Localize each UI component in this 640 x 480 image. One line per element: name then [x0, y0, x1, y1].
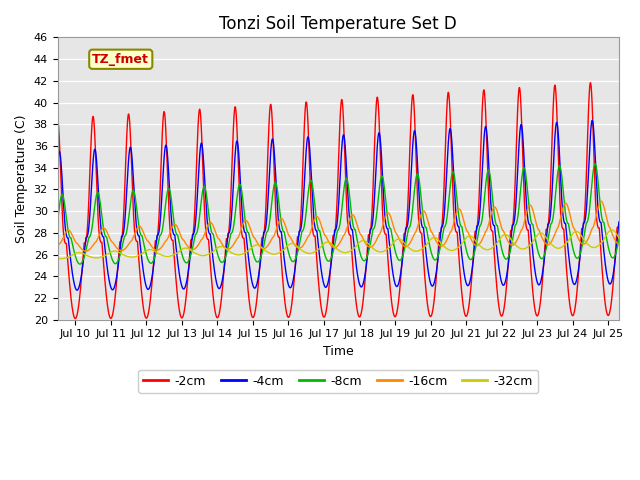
-4cm — [73, 288, 81, 293]
-8cm — [390, 244, 398, 250]
Line: -8cm: -8cm — [58, 164, 619, 264]
-32cm — [57, 256, 65, 262]
-8cm — [268, 197, 276, 203]
-2cm — [472, 228, 480, 233]
-2cm — [72, 316, 79, 322]
-16cm — [615, 241, 623, 247]
-4cm — [515, 139, 523, 145]
-32cm — [156, 252, 163, 257]
-8cm — [615, 236, 623, 242]
-32cm — [608, 227, 616, 233]
-4cm — [588, 118, 596, 123]
-32cm — [472, 239, 480, 245]
-32cm — [390, 239, 398, 245]
-32cm — [615, 235, 623, 240]
-4cm — [54, 161, 61, 167]
-8cm — [419, 210, 426, 216]
-16cm — [156, 246, 163, 252]
-4cm — [615, 219, 623, 225]
-8cm — [76, 261, 84, 267]
-8cm — [54, 218, 61, 224]
-2cm — [587, 80, 595, 85]
-16cm — [82, 248, 90, 254]
-4cm — [156, 225, 163, 230]
-8cm — [156, 234, 163, 240]
-32cm — [515, 245, 523, 251]
X-axis label: Time: Time — [323, 345, 353, 358]
Y-axis label: Soil Temperature (C): Soil Temperature (C) — [15, 114, 28, 243]
-16cm — [419, 208, 426, 214]
-2cm — [390, 313, 398, 319]
-16cm — [472, 243, 480, 249]
-2cm — [615, 222, 623, 228]
Legend: -2cm, -4cm, -8cm, -16cm, -32cm: -2cm, -4cm, -8cm, -16cm, -32cm — [138, 370, 538, 393]
-32cm — [268, 251, 276, 257]
Line: -2cm: -2cm — [58, 83, 619, 319]
-2cm — [268, 116, 276, 121]
-4cm — [472, 226, 480, 232]
-4cm — [419, 225, 426, 230]
-16cm — [268, 235, 276, 241]
-16cm — [390, 226, 398, 232]
-2cm — [54, 116, 61, 122]
Line: -16cm: -16cm — [58, 201, 619, 251]
-16cm — [515, 233, 523, 239]
Title: Tonzi Soil Temperature Set D: Tonzi Soil Temperature Set D — [220, 15, 457, 33]
-16cm — [54, 243, 61, 249]
Text: TZ_fmet: TZ_fmet — [92, 53, 149, 66]
-4cm — [390, 278, 398, 284]
-2cm — [515, 85, 523, 91]
-32cm — [419, 245, 426, 251]
-8cm — [472, 240, 480, 246]
-2cm — [156, 201, 163, 207]
-16cm — [597, 198, 605, 204]
-2cm — [419, 245, 426, 251]
Line: -32cm: -32cm — [58, 230, 619, 259]
-32cm — [54, 255, 61, 261]
-8cm — [591, 161, 599, 167]
Line: -4cm: -4cm — [58, 120, 619, 290]
-4cm — [268, 137, 276, 143]
-8cm — [515, 203, 523, 208]
